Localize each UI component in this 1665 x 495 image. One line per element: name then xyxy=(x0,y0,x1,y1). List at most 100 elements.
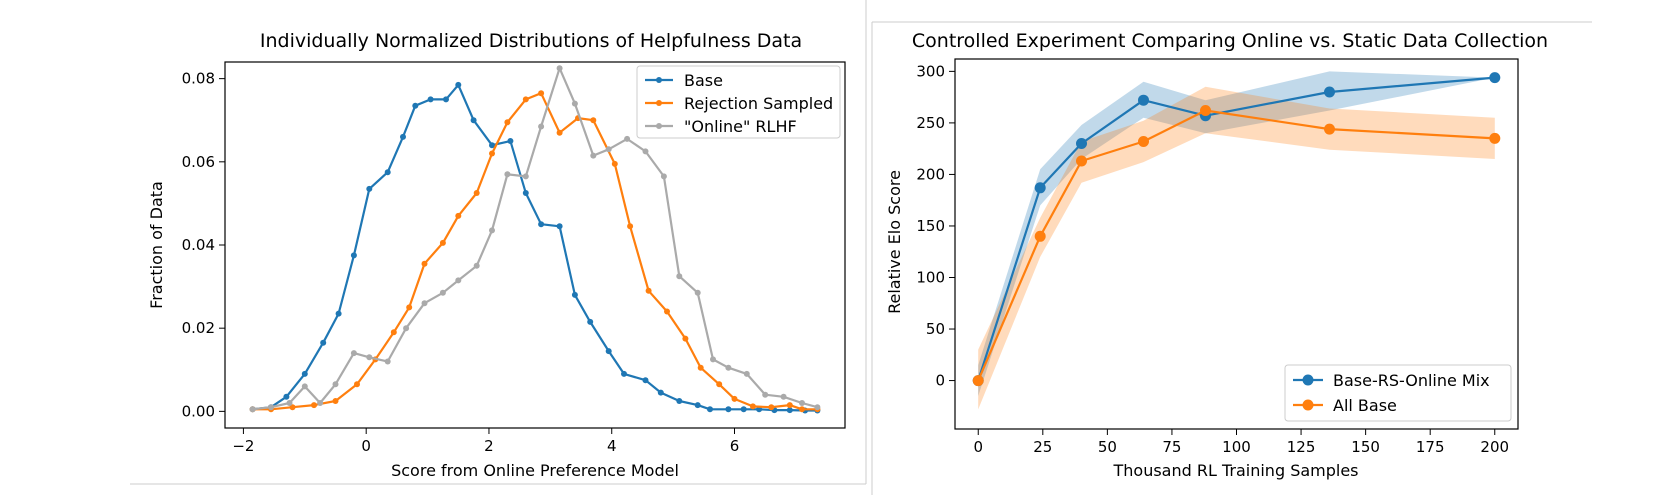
chart1-point xyxy=(621,370,627,377)
chart1-point xyxy=(707,406,713,413)
chart1-point xyxy=(538,90,545,97)
chart1-point xyxy=(522,190,529,196)
chart1-point xyxy=(522,96,529,103)
chart1-series-1 xyxy=(249,90,821,413)
chart1-point xyxy=(350,350,357,357)
chart2-ytick-label: 50 xyxy=(926,320,945,338)
chart1-ytick-label: 0.08 xyxy=(182,70,215,88)
chart1-point xyxy=(749,403,756,410)
chart2-series-group xyxy=(972,72,1501,387)
chart1-point xyxy=(740,406,747,413)
chart1-point xyxy=(289,404,296,411)
chart1-legend-marker xyxy=(656,77,662,83)
chart1-point xyxy=(455,277,462,284)
chart2-band-1 xyxy=(978,86,1495,410)
chart2-point xyxy=(1034,182,1046,194)
chart1-point xyxy=(786,407,793,414)
chart2-xtick-label: 25 xyxy=(1033,438,1052,456)
chart1-xlabel: Score from Online Preference Model xyxy=(391,461,679,480)
chart1-point xyxy=(301,383,308,390)
chart1-xtick-label: 4 xyxy=(607,437,617,455)
chart1-point xyxy=(286,400,293,406)
chart1-point xyxy=(366,354,373,361)
chart1-point xyxy=(645,287,652,294)
chart1-point xyxy=(439,239,446,246)
chart2-ytick-label: 200 xyxy=(916,165,945,183)
chart1-series-2 xyxy=(249,65,821,413)
chart1-xtick-label: 2 xyxy=(484,437,494,455)
chart1-point xyxy=(743,370,750,377)
chart1-ytick-label: 0.06 xyxy=(182,153,215,171)
chart1-point xyxy=(694,402,701,409)
chart1-point xyxy=(455,212,462,219)
chart2-point xyxy=(1138,136,1149,147)
chart1-point xyxy=(682,335,689,342)
chart1-point xyxy=(814,404,821,411)
chart2-xtick-label: 200 xyxy=(1480,438,1509,456)
chart1-point xyxy=(642,148,649,155)
chart1-ytick-label: 0.00 xyxy=(182,402,215,420)
chart1-point xyxy=(556,65,563,72)
chart1-point xyxy=(587,318,594,325)
chart1-legend: Base Rejection Sampled "Online" RLHF xyxy=(636,65,841,139)
chart2-legend-marker xyxy=(1302,374,1314,386)
chart2-xtick-label: 125 xyxy=(1287,438,1316,456)
chart2-point xyxy=(1489,72,1501,84)
chart1-ytick-label: 0.04 xyxy=(182,236,215,254)
chart1-point xyxy=(366,185,373,192)
chart1-point xyxy=(470,117,477,124)
chart1-point xyxy=(725,364,732,371)
helpfulness-distribution-chart: Individually Normalized Distributions of… xyxy=(147,30,846,480)
chart2-xlabel: Thousand RL Training Samples xyxy=(1112,461,1358,480)
chart1-point xyxy=(556,223,563,230)
chart2-ytick-label: 150 xyxy=(916,217,945,235)
chart1-point xyxy=(786,402,793,409)
chart2-legend-label: Base-RS-Online Mix xyxy=(1333,371,1490,390)
chart1-point xyxy=(332,398,339,404)
chart1-title: Individually Normalized Distributions of… xyxy=(260,30,802,52)
chart1-point xyxy=(762,391,769,398)
chart2-ticks: 0 25 50 75 100 125 150 175 200 0 50 100 150 200 250 300 xyxy=(916,62,1509,456)
chart1-legend-marker xyxy=(656,100,662,106)
chart1-point xyxy=(676,398,683,404)
chart1-legend-label: "Online" RLHF xyxy=(684,117,797,136)
chart1-xtick-label: −2 xyxy=(232,437,254,455)
chart1-point xyxy=(716,381,723,388)
chart2-point xyxy=(1324,86,1335,98)
chart1-point xyxy=(400,133,406,140)
chart2-xtick-label: 100 xyxy=(1222,438,1251,456)
chart2-xtick-label: 50 xyxy=(1098,438,1117,456)
chart1-point xyxy=(268,404,274,411)
chart1-point xyxy=(390,329,397,336)
chart1-point xyxy=(725,406,732,413)
chart2-point xyxy=(1200,105,1211,116)
chart1-point xyxy=(710,356,716,363)
chart1-point xyxy=(473,190,480,196)
chart1-point xyxy=(421,300,428,307)
chart2-point xyxy=(1076,155,1087,167)
chart1-point xyxy=(332,381,339,388)
chart1-point xyxy=(694,289,701,296)
online-vs-static-chart: Controlled Experiment Comparing Online v… xyxy=(885,30,1548,480)
chart1-point xyxy=(311,402,317,409)
chart1-point xyxy=(489,150,495,157)
chart1-point xyxy=(538,123,545,130)
chart1-point xyxy=(443,96,449,103)
chart1-point xyxy=(605,146,612,153)
chart2-legend-marker xyxy=(1302,399,1314,411)
chart1-point xyxy=(354,381,360,388)
chart1-point xyxy=(768,404,775,411)
chart1-point xyxy=(657,389,664,396)
chart2-legend: Base-RS-Online Mix All Base xyxy=(1284,364,1512,422)
chart1-point xyxy=(249,406,256,413)
chart2-confidence-bands xyxy=(978,71,1495,410)
chart1-point xyxy=(697,364,704,371)
chart2-legend-label: All Base xyxy=(1333,396,1397,415)
chart1-point xyxy=(489,142,495,149)
chart2-point xyxy=(1138,94,1149,106)
chart1-point xyxy=(489,227,495,234)
chart2-ylabel: Relative Elo Score xyxy=(885,170,904,314)
chart1-xtick-label: 0 xyxy=(361,437,371,455)
chart1-legend-label: Base xyxy=(684,71,723,90)
